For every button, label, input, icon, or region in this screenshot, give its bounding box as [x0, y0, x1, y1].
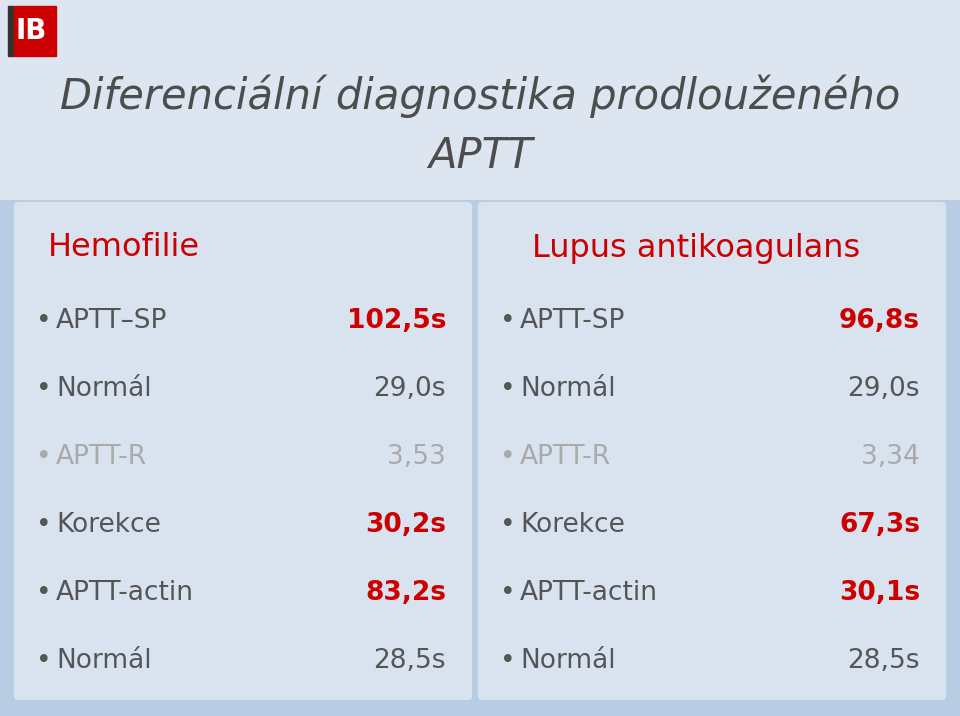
Text: APTT-R: APTT-R [520, 444, 612, 470]
Text: •: • [36, 648, 52, 674]
Text: APTT-R: APTT-R [56, 444, 147, 470]
FancyBboxPatch shape [14, 202, 472, 700]
Text: Normál: Normál [56, 376, 152, 402]
Text: •: • [500, 580, 516, 606]
Text: •: • [36, 376, 52, 402]
Text: •: • [500, 648, 516, 674]
Text: Normál: Normál [520, 376, 615, 402]
Text: •: • [500, 308, 516, 334]
Text: APTT–SP: APTT–SP [56, 308, 167, 334]
Text: 83,2s: 83,2s [365, 580, 446, 606]
Text: Normál: Normál [56, 648, 152, 674]
Text: 102,5s: 102,5s [347, 308, 446, 334]
Text: 96,8s: 96,8s [839, 308, 920, 334]
Text: 3,53: 3,53 [387, 444, 446, 470]
Text: Korekce: Korekce [56, 512, 161, 538]
Text: •: • [36, 580, 52, 606]
Text: •: • [500, 376, 516, 402]
Text: 30,1s: 30,1s [839, 580, 920, 606]
FancyBboxPatch shape [478, 202, 946, 700]
Text: •: • [36, 512, 52, 538]
Text: 67,3s: 67,3s [839, 512, 920, 538]
Text: •: • [500, 444, 516, 470]
Text: 28,5s: 28,5s [373, 648, 446, 674]
Text: APTT-actin: APTT-actin [520, 580, 658, 606]
Text: •: • [36, 308, 52, 334]
Text: Lupus antikoagulans: Lupus antikoagulans [532, 233, 860, 263]
Text: 3,34: 3,34 [861, 444, 920, 470]
Text: Hemofilie: Hemofilie [48, 233, 200, 263]
Text: Diferenciální diagnostika prodlouženého: Diferenciální diagnostika prodlouženého [60, 74, 900, 117]
Text: 29,0s: 29,0s [848, 376, 920, 402]
Text: Korekce: Korekce [520, 512, 625, 538]
Text: 30,2s: 30,2s [365, 512, 446, 538]
Text: APTT-actin: APTT-actin [56, 580, 194, 606]
Text: Normál: Normál [520, 648, 615, 674]
Text: 29,0s: 29,0s [373, 376, 446, 402]
FancyBboxPatch shape [0, 0, 960, 200]
Text: 28,5s: 28,5s [848, 648, 920, 674]
Text: •: • [500, 512, 516, 538]
Text: APTT-SP: APTT-SP [520, 308, 625, 334]
Text: APTT: APTT [428, 135, 532, 177]
Bar [14, 6, 56, 56]
Text: •: • [36, 444, 52, 470]
Text: IB: IB [15, 17, 46, 45]
FancyBboxPatch shape [0, 200, 960, 716]
Bar [8, 6, 13, 56]
